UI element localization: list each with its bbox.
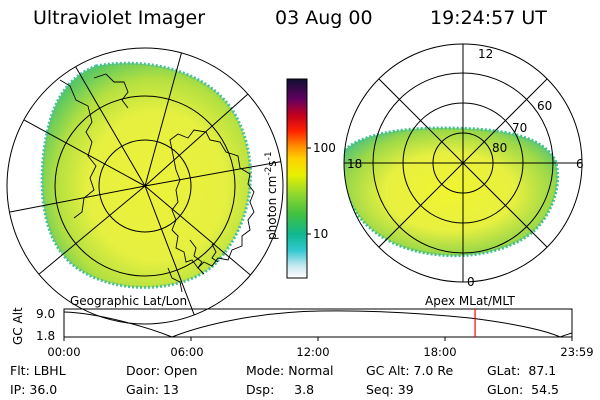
auroral-emission-left — [40, 61, 252, 289]
mlat-label-60: 60 — [537, 99, 552, 113]
altitude-ylabel: GC Alt — [11, 307, 25, 345]
time-tick-0600: 06:00 — [170, 345, 203, 359]
polar-outer-ring — [343, 43, 583, 283]
mlt-label-0: 0 — [467, 275, 475, 289]
coastline — [169, 129, 255, 269]
left-panel-caption: Geographic Lat/Lon — [70, 294, 187, 308]
colorbar-tick-100: 100 — [313, 141, 336, 155]
geographic-latitude: GLat: 87.1 — [487, 363, 556, 378]
time-tick-1200: 12:00 — [296, 345, 329, 359]
door-status: Door: Open — [126, 363, 197, 378]
sequence-number: Seq: 39 — [366, 382, 414, 397]
gain-value: Gain: 13 — [126, 382, 179, 397]
instrument-title: Ultraviolet Imager — [33, 7, 205, 29]
time-tick-1800: 18:00 — [423, 345, 456, 359]
colorbar-unit-label: photon cm-2s-1 — [264, 151, 279, 240]
mode-status: Mode: Normal — [246, 363, 333, 378]
mlat-label-70: 70 — [512, 121, 527, 135]
colorbar-unit: photon cm — [265, 176, 279, 240]
mlt-label-12: 12 — [478, 47, 493, 61]
lat-circle-inner — [98, 139, 192, 233]
altitude-plot: GC Alt 9.0 1.8 00:00 06:00 12:00 18:00 2… — [11, 307, 594, 359]
mlat-label-80: 80 — [492, 141, 507, 155]
altitude-ymax: 9.0 — [36, 307, 55, 321]
image-time: 19:24:57 UT — [430, 7, 547, 29]
color-bar: 100 10 photon cm-2s-1 — [264, 78, 336, 279]
instrument-status: Flt: LBHL Door: Open Mode: Normal GC Alt… — [10, 363, 559, 397]
filter-status: Flt: LBHL — [10, 363, 66, 378]
lat-circle-outer — [54, 95, 236, 277]
geographic-longitude: GLon: 54.5 — [487, 382, 559, 397]
map-limb — [6, 47, 284, 325]
gc-altitude: GC Alt: 7.0 Re — [366, 363, 453, 378]
time-tick-0000: 00:00 — [47, 345, 80, 359]
ip-value: IP: 36.0 — [10, 382, 57, 397]
altitude-curve — [63, 310, 573, 338]
image-date: 03 Aug 00 — [275, 7, 373, 29]
mlt-label-18: 18 — [347, 157, 362, 171]
colorbar-unit-exp1: -2 — [264, 167, 274, 176]
time-tick-2359: 23:59 — [560, 345, 593, 359]
mlt-label-6: 6 — [576, 157, 584, 171]
mlat-mlt-plot: 12 18 6 0 60 70 80 — [343, 43, 584, 289]
geographic-map — [6, 47, 284, 325]
colorbar-unit-mid: s — [265, 160, 279, 166]
dsp-value: Dsp: 3.8 — [246, 382, 314, 397]
altitude-ymin: 1.8 — [36, 329, 55, 343]
colorbar-tick-10: 10 — [313, 227, 328, 241]
right-panel-caption: Apex MLat/MLT — [425, 294, 515, 308]
altitude-plot-frame — [63, 308, 573, 338]
color-scale — [286, 78, 308, 279]
colorbar-unit-exp2: -1 — [264, 151, 274, 160]
